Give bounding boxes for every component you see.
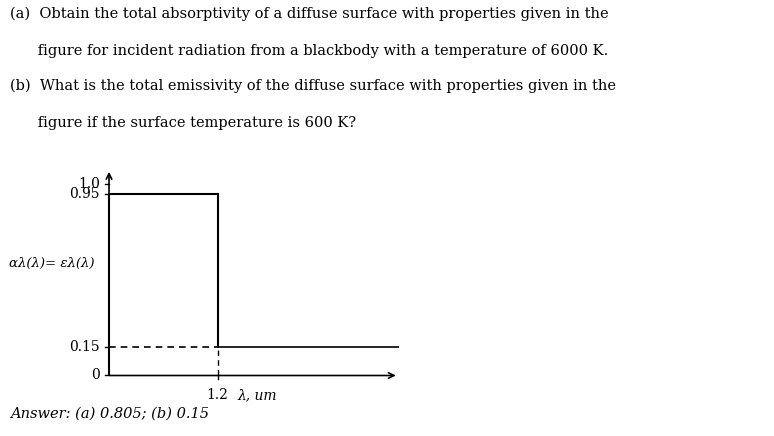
Text: λ, um: λ, um: [238, 388, 277, 402]
Text: Answer: (a) 0.805; (b) 0.15: Answer: (a) 0.805; (b) 0.15: [10, 407, 209, 421]
Text: 0.95: 0.95: [70, 187, 100, 201]
Text: 1.2: 1.2: [207, 388, 228, 402]
Text: 0: 0: [91, 368, 100, 382]
Text: figure for incident radiation from a blackbody with a temperature of 6000 K.: figure for incident radiation from a bla…: [10, 44, 608, 58]
Text: αλ(λ)= ελ(λ): αλ(λ)= ελ(λ): [9, 257, 94, 270]
Text: 1.0: 1.0: [78, 177, 100, 191]
Text: 0.15: 0.15: [70, 340, 100, 354]
Text: (a)  Obtain the total absorptivity of a diffuse surface with properties given in: (a) Obtain the total absorptivity of a d…: [10, 7, 608, 21]
Text: (b)  What is the total emissivity of the diffuse surface with properties given i: (b) What is the total emissivity of the …: [10, 78, 616, 93]
Text: figure if the surface temperature is 600 K?: figure if the surface temperature is 600…: [10, 116, 356, 129]
